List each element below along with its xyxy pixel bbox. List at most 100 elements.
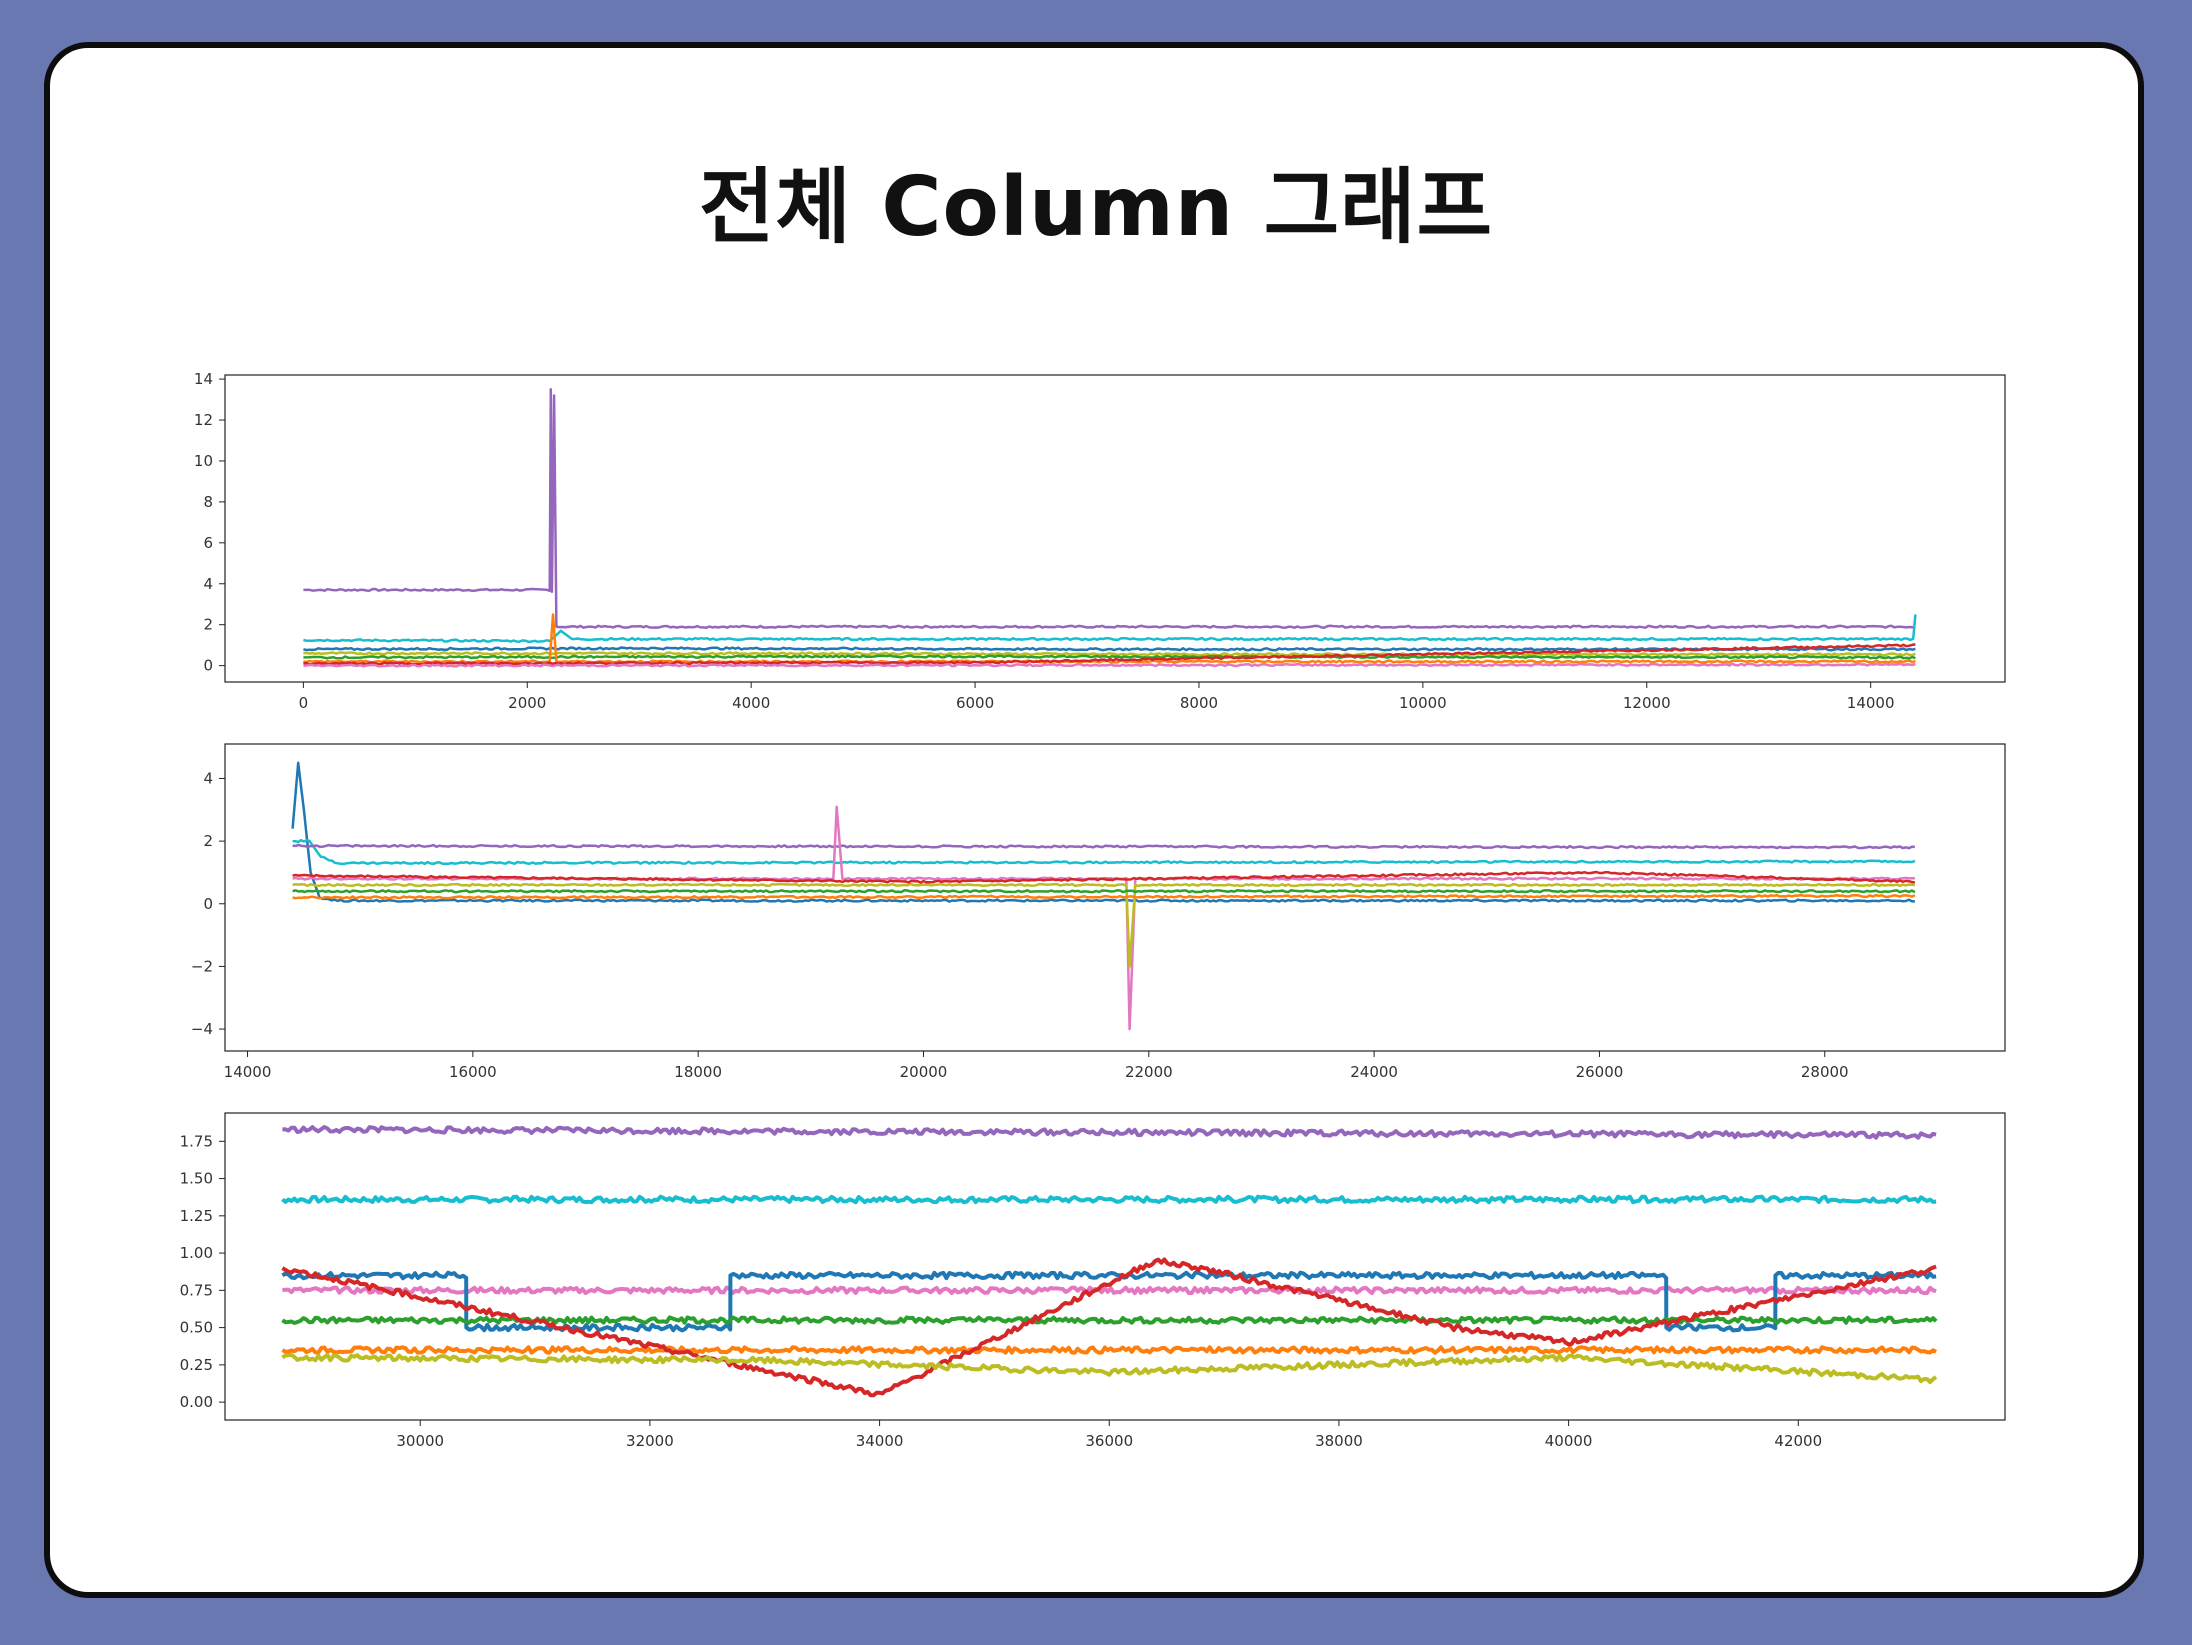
x-tick-label: 14000	[1847, 694, 1895, 712]
x-tick: 36000	[1085, 1420, 1133, 1450]
x-tick: 14000	[224, 1051, 272, 1081]
x-tick-label: 4000	[732, 694, 770, 712]
x-tick-label: 0	[299, 694, 309, 712]
y-tick: 4	[203, 575, 225, 593]
y-tick-label: 1.75	[180, 1132, 213, 1150]
y-tick-label: 14	[194, 370, 213, 388]
y-tick: 2	[203, 616, 225, 634]
series-group	[291, 761, 1916, 1031]
series-line-8	[292, 893, 1916, 900]
series-line-1	[303, 388, 1916, 629]
x-tick-label: 2000	[508, 694, 546, 712]
x-tick-label: 12000	[1623, 694, 1671, 712]
y-tick-label: 0.00	[180, 1393, 213, 1411]
y-tick-label: 0	[203, 895, 213, 913]
series-line-1	[282, 1125, 1937, 1140]
series-line-1	[291, 761, 1916, 903]
x-tick-label: 18000	[674, 1063, 722, 1081]
x-tick-label: 8000	[1180, 694, 1218, 712]
y-tick-label: 4	[203, 769, 213, 787]
x-tick-label: 38000	[1315, 1432, 1363, 1450]
x-tick: 18000	[674, 1051, 722, 1081]
series-line-3	[292, 843, 1915, 850]
series-line-2	[292, 838, 1916, 866]
x-tick-label: 36000	[1085, 1432, 1133, 1450]
y-tick-label: 2	[203, 832, 213, 850]
chart-panel-2: 14000 16000 18000 20000 22000 24000 26000 28000…	[191, 743, 2006, 1081]
x-tick: 6000	[956, 682, 994, 712]
y-tick: 12	[194, 411, 225, 429]
slide-card	[44, 42, 2144, 1598]
series-line-7	[292, 889, 1916, 894]
series-line-7	[281, 1257, 1937, 1398]
x-tick-label: 30000	[396, 1432, 444, 1450]
y-tick-label: 0	[203, 657, 213, 675]
series-line-3	[282, 1285, 1937, 1296]
y-tick: 6	[203, 534, 225, 552]
y-tick: 10	[194, 452, 225, 470]
x-tick: 12000	[1623, 682, 1671, 712]
y-tick-label: 0.50	[180, 1319, 213, 1337]
chart-panel-3: 30000 32000 34000 36000 38000 40000 42000 0.00 0…	[180, 1112, 2006, 1450]
x-tick: 10000	[1399, 682, 1447, 712]
series-line-6	[292, 870, 1916, 884]
y-tick-label: 8	[203, 493, 213, 511]
x-tick-label: 20000	[900, 1063, 948, 1081]
y-tick-label: 4	[203, 575, 213, 593]
x-tick-label: 22000	[1125, 1063, 1173, 1081]
x-tick: 4000	[732, 682, 770, 712]
y-tick: 4	[203, 769, 225, 787]
series-line-4	[303, 651, 1916, 657]
x-tick-label: 40000	[1545, 1432, 1593, 1450]
y-tick-label: 0.75	[180, 1281, 213, 1299]
x-tick-label: 10000	[1399, 694, 1447, 712]
x-tick: 32000	[626, 1420, 674, 1450]
y-tick: 1.50	[180, 1170, 225, 1188]
series-line-4	[281, 1345, 1937, 1355]
y-tick-label: 10	[194, 452, 213, 470]
x-tick: 2000	[508, 682, 546, 712]
x-tick-label: 16000	[449, 1063, 497, 1081]
y-tick: −2	[191, 957, 225, 975]
x-tick-label: 42000	[1774, 1432, 1822, 1450]
plot-frame	[224, 374, 2006, 683]
x-tick: 28000	[1801, 1051, 1849, 1081]
y-tick: 0.75	[180, 1281, 225, 1299]
y-tick: 1.75	[180, 1132, 225, 1150]
chart-panel-1: 0 2000 4000 6000 8000 10000 12000 14000 0 2 4 6 8 10 1…	[194, 370, 2006, 712]
plot-frame	[224, 1112, 2006, 1421]
series-group	[303, 388, 1917, 668]
x-tick-label: 14000	[224, 1063, 272, 1081]
slide-title: 전체 Column 그래프	[698, 160, 1494, 255]
y-tick: 2	[203, 832, 225, 850]
x-tick: 26000	[1576, 1051, 1623, 1081]
y-tick: 0.25	[180, 1356, 225, 1374]
x-tick: 0	[299, 682, 309, 712]
y-tick-label: 6	[203, 534, 213, 552]
series-line-4	[292, 805, 1915, 1031]
y-tick-label: 2	[203, 616, 213, 634]
x-tick-label: 32000	[626, 1432, 674, 1450]
x-tick: 40000	[1545, 1420, 1593, 1450]
series-line-8	[303, 662, 1916, 668]
y-tick-label: 1.50	[180, 1170, 213, 1188]
series-group	[281, 1125, 1938, 1398]
y-tick: 1.00	[180, 1244, 225, 1262]
x-tick: 38000	[1315, 1420, 1363, 1450]
series-line-2	[303, 614, 1917, 644]
x-tick: 30000	[396, 1420, 444, 1450]
x-tick-label: 6000	[956, 694, 994, 712]
series-line-2	[281, 1194, 1937, 1205]
y-tick-label: −2	[191, 957, 213, 975]
series-line-5	[303, 654, 1916, 660]
y-tick: 1.25	[180, 1207, 225, 1225]
x-tick: 42000	[1774, 1420, 1822, 1450]
y-tick-label: −4	[191, 1020, 213, 1038]
series-line-6	[303, 613, 1916, 664]
x-tick: 20000	[900, 1051, 948, 1081]
x-tick-label: 24000	[1350, 1063, 1398, 1081]
x-tick: 8000	[1180, 682, 1218, 712]
x-tick: 16000	[449, 1051, 497, 1081]
y-tick: 0	[203, 657, 225, 675]
